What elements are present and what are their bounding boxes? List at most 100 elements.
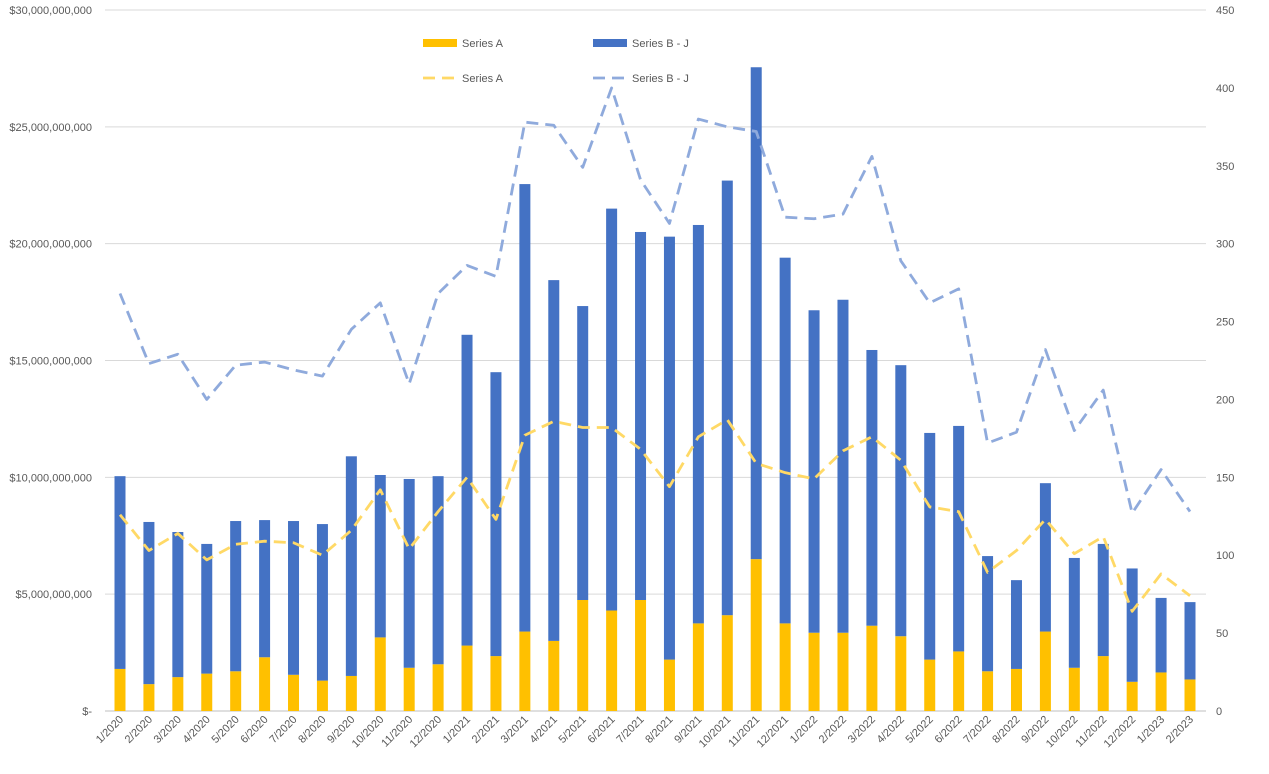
y-axis-right: 0 50 100 150 200 250 300 350 400 450: [1216, 5, 1234, 718]
x-tick-label: 3/2021: [499, 714, 531, 746]
bar-series-a: [259, 657, 271, 711]
bar-series-b-j: [837, 299, 849, 633]
bar-series-b-j: [750, 67, 762, 560]
bar-series-a: [548, 640, 560, 711]
bar-series-a: [1184, 679, 1196, 711]
bar-series-a: [316, 680, 328, 711]
bar-series-a: [1010, 668, 1022, 711]
x-tick-label: 12/2022: [1102, 714, 1139, 751]
x-tick-label: 10/2022: [1044, 714, 1081, 751]
bar-series-b-j: [635, 231, 647, 601]
x-tick-label: 4/2020: [181, 714, 213, 746]
x-axis: 1/20202/20203/20204/20205/20206/20207/20…: [94, 714, 1196, 751]
y-left-tick-label: $-: [82, 706, 92, 718]
bar-series-b-j: [143, 521, 155, 685]
x-tick-label: 8/2021: [643, 714, 675, 746]
y-right-tick-label: 450: [1216, 5, 1234, 17]
bar-series-b-j: [808, 310, 820, 633]
bar-series-b-j: [577, 306, 589, 601]
bar-series-a: [172, 677, 184, 711]
y-right-tick-label: 100: [1216, 550, 1234, 562]
bar-series-a: [403, 667, 415, 711]
bar-series-a: [461, 645, 473, 711]
x-tick-label: 1/2023: [1135, 714, 1167, 746]
x-tick-label: 2/2021: [470, 714, 502, 746]
bar-series-b-j: [461, 334, 473, 646]
bar-series-b-j: [345, 456, 357, 676]
bar-series-b-j: [663, 236, 675, 660]
bar-series-b-j: [924, 432, 936, 660]
bar-series-a: [837, 632, 849, 711]
x-tick-label: 12/2021: [755, 714, 792, 751]
legend-swatch-series-a: [423, 39, 457, 47]
bar-series-a: [779, 623, 791, 711]
x-tick-label: 3/2020: [152, 714, 184, 746]
x-tick-label: 4/2022: [875, 714, 907, 746]
bar-series-a: [866, 625, 878, 711]
y-left-tick-label: $20,000,000,000: [9, 239, 92, 251]
bar-series-b-j: [866, 349, 878, 626]
x-tick-label: 3/2022: [846, 714, 878, 746]
bar-series-a: [895, 636, 907, 711]
y-axis-left: $- $5,000,000,000 $10,000,000,000 $15,000,0…: [9, 5, 92, 718]
x-tick-label: 2/2023: [1164, 714, 1196, 746]
bar-series-b-j: [721, 180, 733, 616]
x-tick-label: 6/2020: [238, 714, 270, 746]
y-right-tick-label: 150: [1216, 472, 1234, 484]
bars: [114, 67, 1196, 711]
legend-label-line-series-a: Series A: [462, 73, 504, 85]
bar-series-b-j: [1155, 597, 1167, 673]
bar-series-b-j: [172, 532, 184, 678]
x-tick-label: 5/2022: [904, 714, 936, 746]
x-tick-label: 7/2022: [961, 714, 993, 746]
bar-series-b-j: [895, 365, 907, 637]
bar-series-a: [750, 559, 762, 711]
bar-series-b-j: [114, 476, 126, 669]
y-right-tick-label: 400: [1216, 83, 1234, 95]
bar-series-a: [432, 664, 444, 711]
bar-series-a: [953, 651, 965, 711]
bar-series-b-j: [432, 476, 444, 665]
y-left-tick-label: $10,000,000,000: [9, 472, 92, 484]
bar-series-b-j: [403, 478, 415, 668]
bar-series-a: [345, 675, 357, 711]
y-right-tick-label: 50: [1216, 628, 1228, 640]
x-tick-label: 8/2020: [296, 714, 328, 746]
x-tick-label: 12/2020: [408, 714, 445, 751]
y-right-tick-label: 0: [1216, 706, 1222, 718]
bar-series-b-j: [692, 224, 704, 624]
bar-series-b-j: [1126, 568, 1138, 682]
bar-series-a: [635, 600, 647, 711]
x-tick-label: 4/2021: [528, 714, 560, 746]
bar-series-b-j: [1039, 483, 1051, 632]
bar-series-a: [692, 623, 704, 711]
legend-label-series-b-j: Series B - J: [632, 38, 689, 50]
bar-series-a: [808, 632, 820, 711]
x-tick-label: 6/2022: [932, 714, 964, 746]
bar-series-b-j: [779, 257, 791, 624]
y-right-tick-label: 250: [1216, 317, 1234, 329]
bar-series-b-j: [606, 208, 618, 611]
y-left-tick-label: $30,000,000,000: [9, 5, 92, 17]
bar-series-a: [982, 671, 994, 711]
bar-series-a: [230, 671, 242, 711]
x-tick-label: 1/2021: [441, 714, 473, 746]
legend-label-series-a: Series A: [462, 38, 504, 50]
y-left-tick-label: $5,000,000,000: [16, 589, 92, 601]
bar-series-b-j: [953, 425, 965, 652]
legend-label-line-series-b-j: Series B - J: [632, 73, 689, 85]
bar-series-b-j: [288, 521, 300, 675]
bar-series-b-j: [490, 372, 502, 657]
x-tick-label: 10/2020: [350, 714, 387, 751]
bar-series-a: [201, 673, 213, 711]
bar-series-a: [519, 631, 531, 711]
line-series-a: [118, 418, 1191, 613]
bar-series-a: [1126, 681, 1138, 711]
bar-series-a: [1155, 672, 1167, 711]
x-tick-label: 2/2022: [817, 714, 849, 746]
x-tick-label: 1/2022: [788, 714, 820, 746]
bar-series-b-j: [982, 556, 994, 672]
bar-series-a: [606, 610, 618, 711]
y-right-tick-label: 200: [1216, 394, 1234, 406]
bar-series-a: [490, 656, 502, 711]
